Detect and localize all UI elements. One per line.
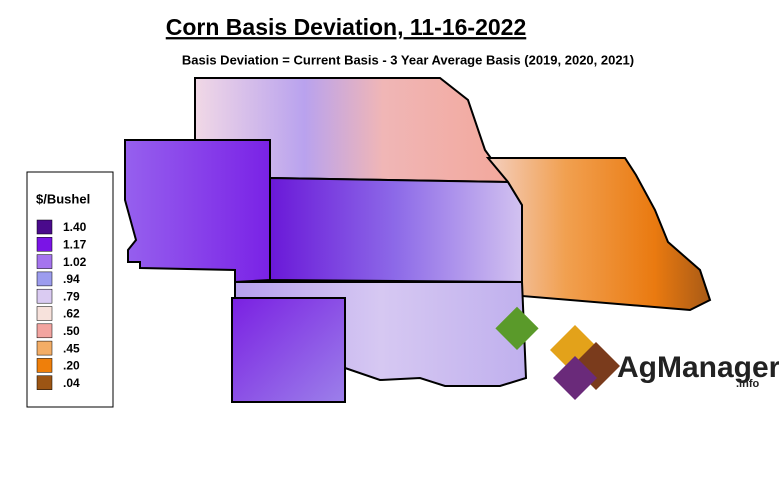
legend-swatch xyxy=(36,358,53,373)
legend-label: .20 xyxy=(63,359,80,373)
colorado-east xyxy=(124,139,271,284)
legend-swatch xyxy=(36,237,53,252)
texas-panhandle xyxy=(231,297,346,403)
missouri xyxy=(485,157,712,312)
title: Corn Basis Deviation, 11-16-2022 xyxy=(166,14,527,40)
legend-label: .62 xyxy=(63,307,80,321)
legend-swatch xyxy=(36,306,53,321)
legend-label: .45 xyxy=(63,341,80,355)
legend-swatch xyxy=(36,375,53,390)
legend-label: .79 xyxy=(63,289,80,303)
map xyxy=(124,77,712,403)
legend-swatch xyxy=(36,288,53,304)
legend-swatch xyxy=(36,219,53,235)
legend-label: .94 xyxy=(63,272,80,286)
legend-swatch xyxy=(36,323,53,339)
legend: $/Bushel 1.40 1.17 1.02 .94 .79 .62 .50 .45 .20.… xyxy=(26,171,114,408)
legend-entries: 1.40 1.17 1.02 .94 .79 .62 .50 .45 .20 .04 xyxy=(36,219,87,390)
legend-label: 1.17 xyxy=(63,237,87,251)
logo: AgManager .info xyxy=(495,306,779,400)
subtitle: Basis Deviation = Current Basis - 3 Year… xyxy=(182,52,634,67)
legend-label: .04 xyxy=(63,376,80,390)
logo-name: AgManager xyxy=(617,351,779,384)
legend-swatch xyxy=(36,254,53,269)
legend-label: 1.02 xyxy=(63,255,87,269)
logo-diamond-bottom xyxy=(553,356,597,400)
logo-suffix: .info xyxy=(736,378,759,390)
legend-title: $/Bushel xyxy=(36,191,90,206)
legend-swatch xyxy=(36,271,53,287)
legend-label: 1.40 xyxy=(63,220,87,234)
kansas xyxy=(269,176,523,284)
legend-swatch xyxy=(36,340,53,356)
legend-label: .50 xyxy=(63,324,80,338)
